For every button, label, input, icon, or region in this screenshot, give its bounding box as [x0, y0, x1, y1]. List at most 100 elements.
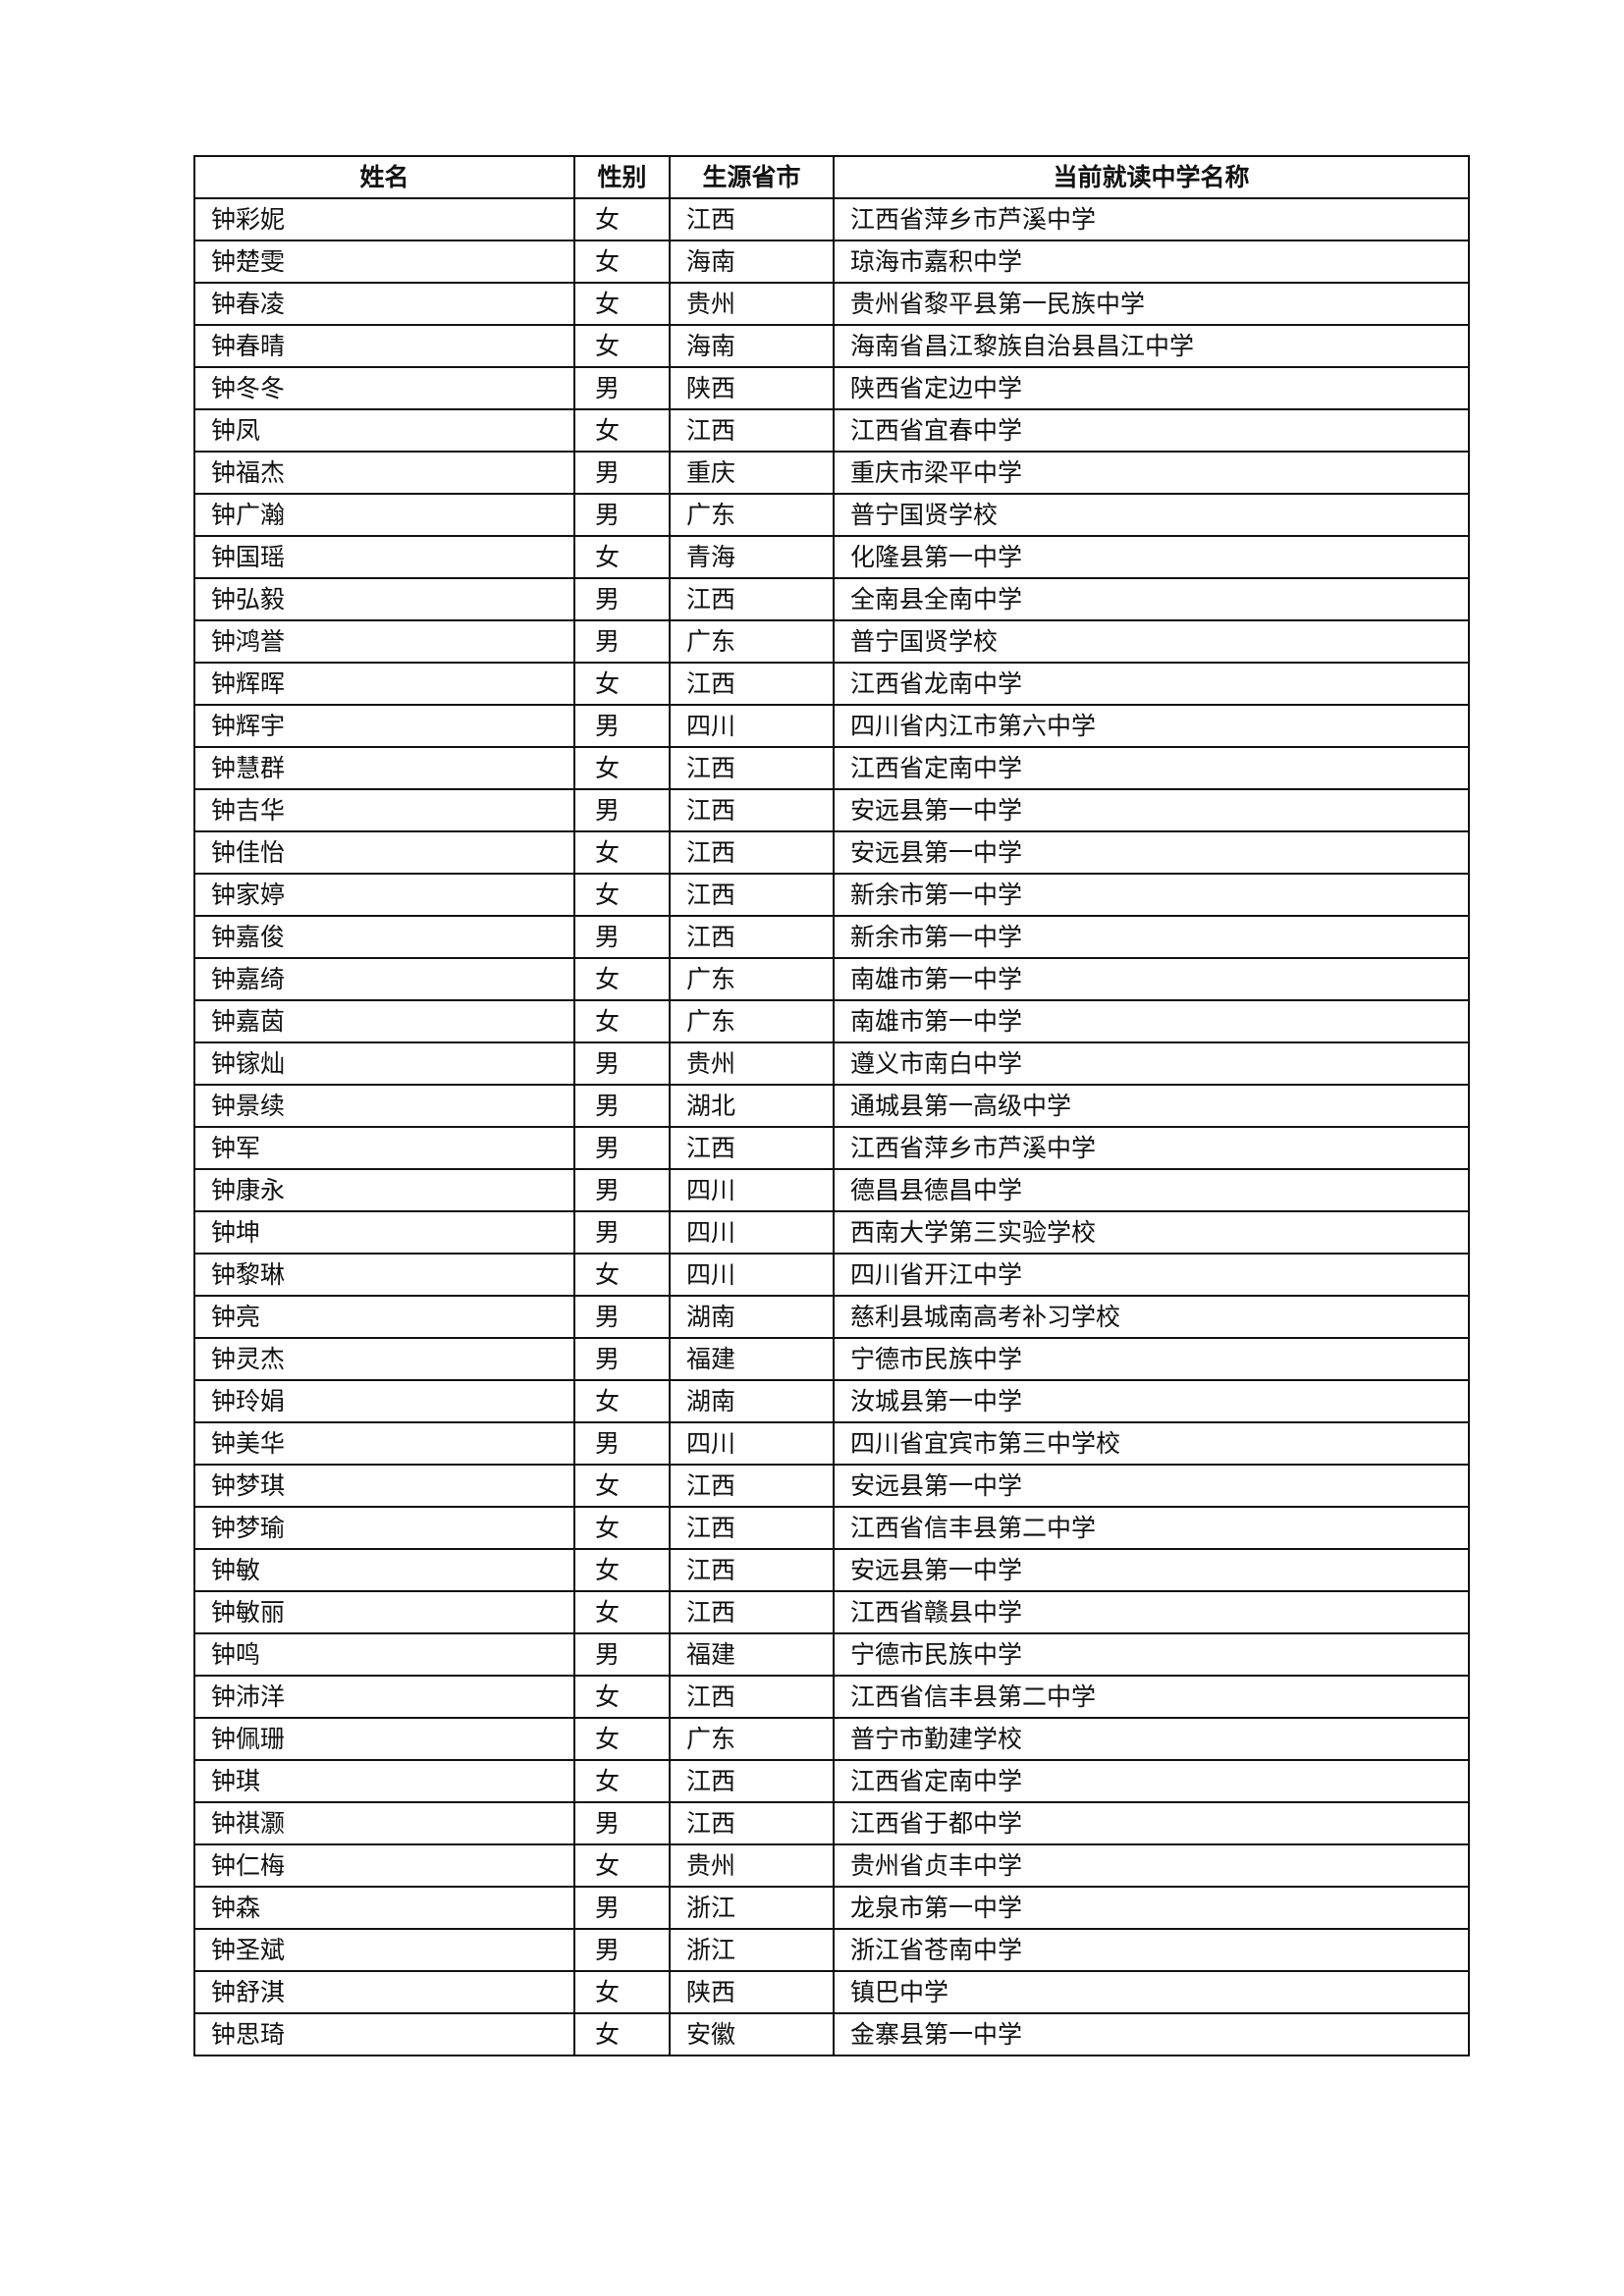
cell-province: 贵州 [669, 1041, 835, 1086]
table-row: 钟亮男湖南 慈利县城南高考补习学校 [193, 1295, 1470, 1339]
cell-name: 钟福杰 [193, 451, 575, 495]
cell-school: 江西省信丰县第二中学 [833, 1675, 1470, 1719]
cell-gender: 男 [573, 915, 671, 959]
cell-province: 福建 [669, 1337, 835, 1381]
cell-school: 宁德市民族中学 [833, 1337, 1470, 1381]
cell-province: 湖北 [669, 1084, 835, 1128]
cell-school: 普宁市勤建学校 [833, 1717, 1470, 1761]
cell-name: 钟玲娟 [193, 1379, 575, 1423]
cell-gender: 男 [573, 704, 671, 748]
cell-school: 陕西省定边中学 [833, 366, 1470, 410]
cell-gender: 男 [573, 1928, 671, 1972]
table-row: 钟军男江西 江西省萍乡市芦溪中学 [193, 1126, 1470, 1170]
cell-name: 钟康永 [193, 1168, 575, 1212]
cell-name: 钟梦琪 [193, 1464, 575, 1508]
cell-school: 四川省内江市第六中学 [833, 704, 1470, 748]
cell-province: 江西 [669, 1590, 835, 1634]
cell-name: 钟佩珊 [193, 1717, 575, 1761]
cell-province: 海南 [669, 240, 835, 284]
cell-province: 江西 [669, 1548, 835, 1592]
table-header-row: 姓名 性别 生源省市 当前就读中学名称 [193, 155, 1470, 199]
cell-province: 江西 [669, 873, 835, 917]
student-table: 姓名 性别 生源省市 当前就读中学名称 钟彩妮女江西 江西省萍乡市芦溪中学 钟楚雯女… [193, 155, 1470, 2056]
cell-province: 广东 [669, 957, 835, 1001]
cell-province: 江西 [669, 1759, 835, 1803]
cell-province: 江西 [669, 830, 835, 875]
cell-name: 钟亮 [193, 1295, 575, 1339]
cell-province: 广东 [669, 619, 835, 664]
cell-gender: 女 [573, 1379, 671, 1423]
table-row: 钟镓灿男贵州 遵义市南白中学 [193, 1041, 1470, 1086]
cell-province: 浙江 [669, 1886, 835, 1930]
table-row: 钟春晴女海南 海南省昌江黎族自治县昌江中学 [193, 324, 1470, 368]
cell-name: 钟敏丽 [193, 1590, 575, 1634]
cell-school: 海南省昌江黎族自治县昌江中学 [833, 324, 1470, 368]
table-row: 钟鸿誉男广东 普宁国贤学校 [193, 619, 1470, 664]
cell-gender: 男 [573, 788, 671, 832]
cell-province: 江西 [669, 1464, 835, 1508]
table-row: 钟黎琳女四川 四川省开江中学 [193, 1253, 1470, 1297]
cell-school: 江西省萍乡市芦溪中学 [833, 1126, 1470, 1170]
cell-province: 江西 [669, 915, 835, 959]
cell-name: 钟森 [193, 1886, 575, 1930]
table-row: 钟辉晖女江西 江西省龙南中学 [193, 662, 1470, 706]
table-row: 钟嘉绮女广东 南雄市第一中学 [193, 957, 1470, 1001]
cell-name: 钟辉晖 [193, 662, 575, 706]
cell-province: 贵州 [669, 282, 835, 326]
cell-gender: 女 [573, 957, 671, 1001]
table-row: 钟康永男四川 德昌县德昌中学 [193, 1168, 1470, 1212]
cell-school: 化隆县第一中学 [833, 535, 1470, 579]
cell-province: 江西 [669, 408, 835, 453]
cell-gender: 女 [573, 1759, 671, 1803]
cell-school: 江西省定南中学 [833, 746, 1470, 790]
cell-province: 四川 [669, 1210, 835, 1255]
cell-province: 江西 [669, 197, 835, 241]
cell-name: 钟沛洋 [193, 1675, 575, 1719]
table-row: 钟灵杰男福建 宁德市民族中学 [193, 1337, 1470, 1381]
cell-name: 钟坤 [193, 1210, 575, 1255]
cell-name: 钟舒淇 [193, 1970, 575, 2014]
cell-province: 江西 [669, 1675, 835, 1719]
cell-school: 四川省宜宾市第三中学校 [833, 1421, 1470, 1466]
cell-province: 重庆 [669, 451, 835, 495]
cell-name: 钟辉宇 [193, 704, 575, 748]
cell-school: 江西省信丰县第二中学 [833, 1506, 1470, 1550]
cell-gender: 女 [573, 1843, 671, 1888]
cell-name: 钟圣斌 [193, 1928, 575, 1972]
cell-province: 福建 [669, 1632, 835, 1677]
cell-province: 湖南 [669, 1379, 835, 1423]
table-row: 钟慧群女江西 江西省定南中学 [193, 746, 1470, 790]
cell-school: 安远县第一中学 [833, 1464, 1470, 1508]
cell-school: 江西省龙南中学 [833, 662, 1470, 706]
cell-school: 江西省宜春中学 [833, 408, 1470, 453]
cell-school: 金寨县第一中学 [833, 2012, 1470, 2056]
cell-province: 四川 [669, 1421, 835, 1466]
cell-gender: 男 [573, 1801, 671, 1845]
cell-province: 陕西 [669, 366, 835, 410]
cell-name: 钟凤 [193, 408, 575, 453]
table-row: 钟森男浙江 龙泉市第一中学 [193, 1886, 1470, 1930]
table-row: 钟景续男湖北 通城县第一高级中学 [193, 1084, 1470, 1128]
table-row: 钟冬冬男陕西 陕西省定边中学 [193, 366, 1470, 410]
cell-gender: 男 [573, 1126, 671, 1170]
table-row: 钟福杰男重庆 重庆市梁平中学 [193, 451, 1470, 495]
cell-province: 江西 [669, 662, 835, 706]
cell-school: 德昌县德昌中学 [833, 1168, 1470, 1212]
table-row: 钟敏女江西 安远县第一中学 [193, 1548, 1470, 1592]
cell-province: 四川 [669, 1253, 835, 1297]
cell-name: 钟镓灿 [193, 1041, 575, 1086]
cell-school: 普宁国贤学校 [833, 619, 1470, 664]
cell-province: 广东 [669, 999, 835, 1043]
cell-gender: 女 [573, 535, 671, 579]
cell-gender: 女 [573, 1675, 671, 1719]
cell-school: 琼海市嘉积中学 [833, 240, 1470, 284]
cell-school: 贵州省贞丰中学 [833, 1843, 1470, 1888]
cell-gender: 女 [573, 662, 671, 706]
cell-school: 宁德市民族中学 [833, 1632, 1470, 1677]
cell-school: 江西省于都中学 [833, 1801, 1470, 1845]
cell-province: 广东 [669, 1717, 835, 1761]
cell-gender: 女 [573, 830, 671, 875]
table-row: 钟梦瑜女江西 江西省信丰县第二中学 [193, 1506, 1470, 1550]
cell-gender: 女 [573, 1464, 671, 1508]
cell-gender: 女 [573, 1970, 671, 2014]
